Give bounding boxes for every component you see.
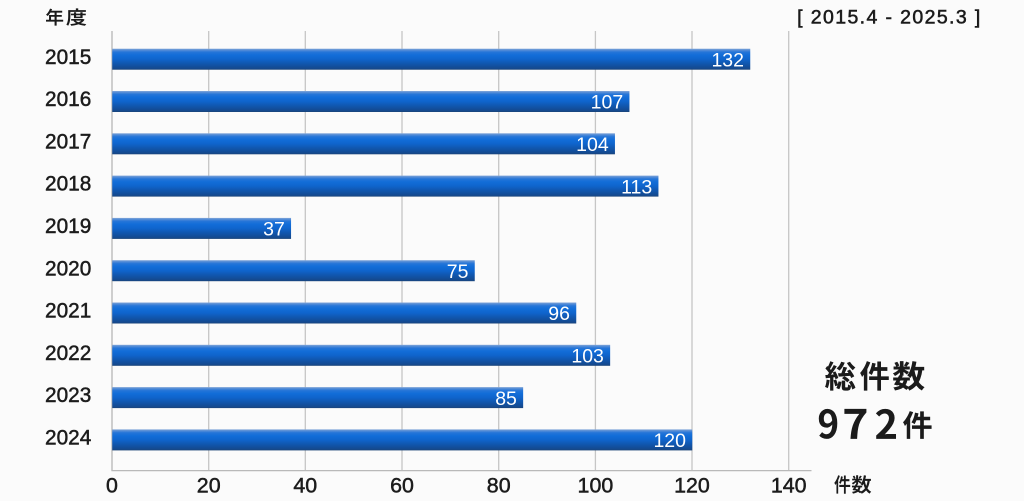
svg-text:2023: 2023 — [45, 384, 91, 407]
svg-text:37: 37 — [263, 219, 285, 241]
svg-text:40: 40 — [293, 473, 317, 497]
svg-text:[ 2015.4 - 2025.3 ]: [ 2015.4 - 2025.3 ] — [797, 6, 982, 28]
svg-text:75: 75 — [447, 261, 469, 283]
svg-text:2017: 2017 — [45, 130, 91, 153]
svg-text:2016: 2016 — [45, 88, 91, 111]
svg-text:120: 120 — [653, 430, 686, 452]
svg-text:120: 120 — [674, 473, 710, 497]
svg-text:113: 113 — [621, 176, 652, 198]
svg-text:2024: 2024 — [45, 427, 91, 450]
svg-text:2015: 2015 — [45, 46, 91, 69]
svg-text:2022: 2022 — [45, 342, 91, 365]
svg-text:80: 80 — [487, 473, 511, 497]
svg-text:2021: 2021 — [45, 300, 91, 323]
svg-text:96: 96 — [548, 303, 570, 325]
svg-text:2018: 2018 — [45, 173, 91, 196]
svg-text:140: 140 — [771, 473, 807, 497]
svg-text:60: 60 — [390, 473, 414, 497]
svg-text:132: 132 — [711, 49, 744, 71]
svg-text:0: 0 — [106, 473, 118, 497]
svg-text:103: 103 — [571, 346, 604, 368]
svg-text:20: 20 — [197, 473, 221, 497]
svg-text:100: 100 — [578, 473, 614, 497]
svg-text:85: 85 — [495, 388, 517, 410]
svg-text:2019: 2019 — [45, 215, 91, 238]
svg-text:104: 104 — [576, 134, 609, 156]
svg-text:107: 107 — [591, 92, 624, 114]
svg-text:2020: 2020 — [45, 257, 91, 280]
